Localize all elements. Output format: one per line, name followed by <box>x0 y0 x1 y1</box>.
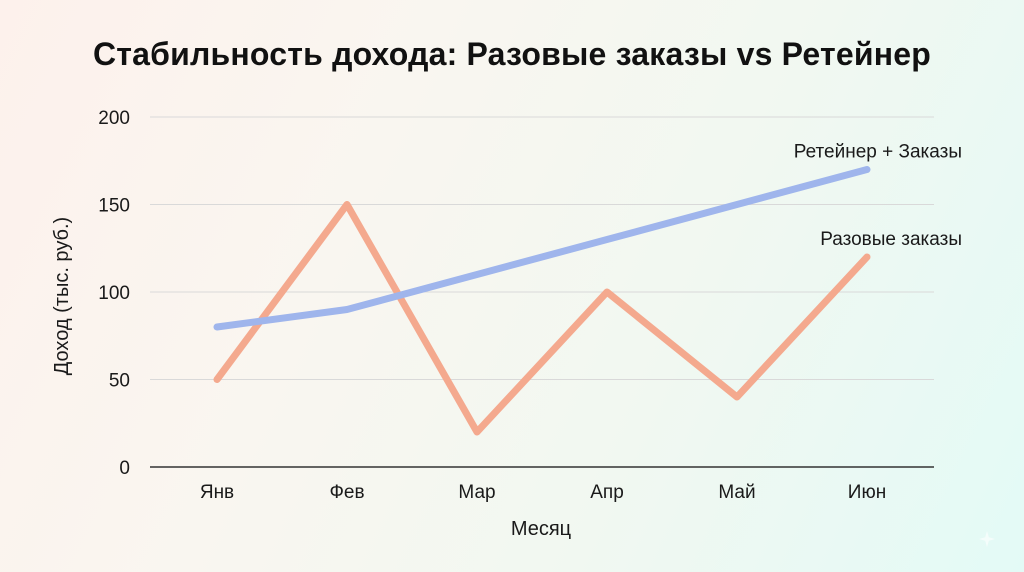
x-tick-label: Фев <box>329 482 364 503</box>
chart-title: Стабильность дохода: Разовые заказы vs Р… <box>92 36 932 72</box>
y-tick-label: 50 <box>109 371 130 392</box>
series-lines <box>213 166 871 436</box>
x-tick-label: Апр <box>590 482 624 503</box>
x-tick-label: Июн <box>848 482 886 503</box>
y-axis-title: Доход (тыс. руб.) <box>51 217 73 375</box>
series-label-2: Ретейнер + Заказы <box>794 142 962 163</box>
series-label-1: Разовые заказы <box>820 229 962 250</box>
series-line-2 <box>213 166 871 331</box>
y-tick-label: 200 <box>98 108 130 129</box>
x-tick-label: Май <box>718 482 755 503</box>
x-tick-label: Янв <box>200 482 234 503</box>
series-line-1 <box>213 201 871 436</box>
y-tick-label: 100 <box>98 283 130 304</box>
y-tick-label: 150 <box>98 196 130 217</box>
x-tick-label: Мар <box>458 482 495 503</box>
sparkle-icon <box>978 530 996 548</box>
x-axis-title: Месяц <box>511 518 571 540</box>
y-tick-label: 0 <box>119 458 130 479</box>
labels: 0 50 100 150 200 Янв Фев Мар Апр Май Июн Месяц Доход… <box>51 108 962 540</box>
